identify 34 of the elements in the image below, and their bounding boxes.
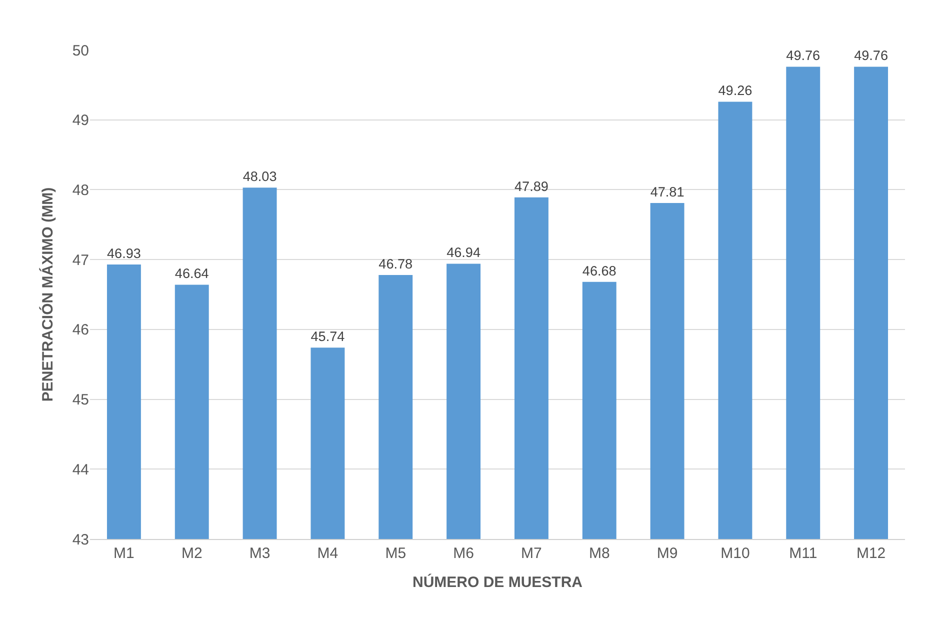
y-tick-label: 47 xyxy=(72,252,89,269)
y-tick-label: 45 xyxy=(72,392,89,409)
data-label: 46.78 xyxy=(378,256,413,272)
x-tick-label: M6 xyxy=(453,545,474,562)
data-label: 46.64 xyxy=(174,266,210,282)
x-tick-label: M7 xyxy=(521,545,542,562)
y-tick-label: 48 xyxy=(72,182,89,199)
y-tick-label: 46 xyxy=(72,322,89,339)
x-tick-label: M3 xyxy=(249,545,270,562)
x-tick-label: M1 xyxy=(114,545,134,562)
data-label: 46.68 xyxy=(582,263,616,278)
x-tick-label: M2 xyxy=(181,545,202,562)
y-tick-label: 43 xyxy=(72,531,89,548)
data-label: 49.76 xyxy=(854,48,888,64)
x-tick-label: M8 xyxy=(588,545,610,562)
data-label: 47.81 xyxy=(650,184,684,200)
y-axis-title: PENETRACIÓN MÁXIMO (MM) xyxy=(38,187,57,402)
data-label: 49.26 xyxy=(718,83,752,98)
data-label: 45.74 xyxy=(310,328,346,344)
x-tick-label: M5 xyxy=(385,545,406,562)
x-axis-title: NÚMERO DE MUESTRA xyxy=(412,573,583,591)
data-label: 47.89 xyxy=(514,178,548,194)
y-tick-label: 50 xyxy=(72,42,89,60)
y-tick-label: 44 xyxy=(72,461,89,478)
x-tick-label: M9 xyxy=(656,545,678,562)
data-label: 46.94 xyxy=(446,245,481,260)
data-label: 46.93 xyxy=(107,246,141,261)
x-tick-label: M10 xyxy=(720,545,750,562)
y-tick-label: 49 xyxy=(72,112,89,130)
x-tick-label: M11 xyxy=(789,545,818,562)
data-label: 49.76 xyxy=(786,48,820,64)
x-tick-label: M12 xyxy=(856,545,886,562)
data-label: 48.03 xyxy=(242,169,277,184)
x-tick-label: M4 xyxy=(317,545,338,562)
